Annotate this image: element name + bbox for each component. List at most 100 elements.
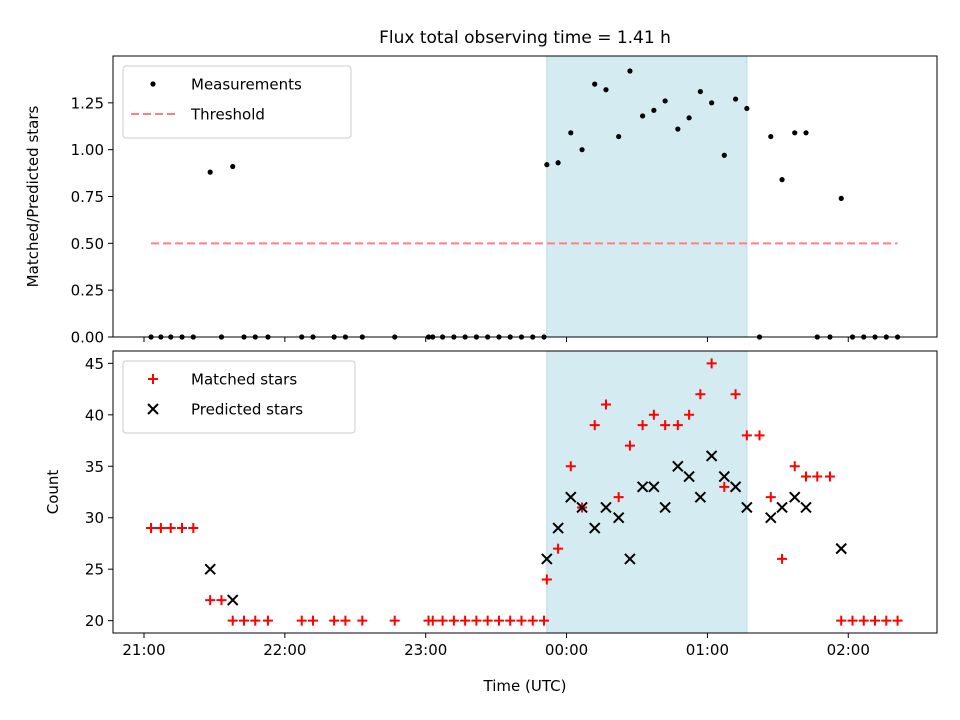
y-tick-label: 40 xyxy=(85,406,104,424)
top-y-ticks: 0.00 0.25 0.50 0.75 1.00 1.25 xyxy=(71,94,113,347)
data-point xyxy=(589,420,600,431)
data-point xyxy=(544,162,550,168)
bottom-y-axis-label: Count xyxy=(44,470,62,515)
data-point xyxy=(684,409,695,420)
data-point xyxy=(340,615,351,626)
data-point xyxy=(612,512,625,524)
bottom-axes-frame xyxy=(112,350,938,634)
y-tick-label: 30 xyxy=(85,509,104,527)
data-point xyxy=(838,195,844,201)
data-point xyxy=(789,491,801,503)
chart-title: Flux total observing time = 1.41 h xyxy=(379,28,671,48)
data-point xyxy=(516,615,527,626)
data-point xyxy=(177,523,188,534)
y-tick-label: 1.00 xyxy=(71,141,104,159)
data-point xyxy=(718,470,731,483)
data-point xyxy=(768,133,774,140)
data-point xyxy=(792,130,798,136)
data-point xyxy=(541,574,552,585)
data-point xyxy=(660,420,671,431)
data-point xyxy=(776,501,788,514)
data-point xyxy=(777,553,788,564)
data-point xyxy=(155,523,166,534)
data-point xyxy=(662,98,668,104)
data-point xyxy=(230,163,236,170)
data-point xyxy=(732,96,739,102)
legend-label: Matched stars xyxy=(191,371,297,389)
data-point xyxy=(779,177,785,183)
x-tick-label: 02:00 xyxy=(827,641,870,659)
data-point xyxy=(675,126,681,132)
data-point xyxy=(847,615,858,626)
data-point xyxy=(296,615,307,626)
data-point xyxy=(730,389,741,400)
data-point xyxy=(754,430,765,441)
data-point xyxy=(695,389,706,400)
y-tick-label: 1.25 xyxy=(71,94,104,112)
data-point xyxy=(624,553,636,565)
data-point xyxy=(589,522,601,534)
data-point xyxy=(672,420,683,431)
data-point xyxy=(389,615,400,626)
data-point xyxy=(719,481,730,492)
data-point xyxy=(238,615,249,626)
data-point xyxy=(552,522,564,534)
data-point xyxy=(565,461,576,472)
data-point xyxy=(471,615,482,626)
data-point xyxy=(765,512,777,524)
data-point xyxy=(505,615,516,626)
top-y-axis-label: Matched/Predicted stars xyxy=(24,106,42,288)
data-point xyxy=(357,615,368,626)
data-point xyxy=(493,615,504,626)
legend-label: Threshold xyxy=(190,106,265,124)
x-tick-label: 21:00 xyxy=(122,641,165,659)
data-point xyxy=(216,595,227,606)
x-tick-label: 23:00 xyxy=(404,641,447,659)
data-point xyxy=(659,501,671,514)
top-legend: Measurements Threshold xyxy=(122,65,352,139)
data-point xyxy=(694,491,707,503)
data-point xyxy=(705,450,718,462)
data-point xyxy=(789,461,800,472)
x-tick-label: 01:00 xyxy=(686,641,729,659)
data-point xyxy=(741,430,752,441)
data-point xyxy=(568,130,574,136)
data-point xyxy=(683,470,695,483)
data-point xyxy=(651,107,657,113)
data-point xyxy=(146,523,157,534)
data-point xyxy=(329,615,340,626)
data-point xyxy=(427,615,438,626)
data-point xyxy=(697,88,703,95)
data-point xyxy=(565,491,577,503)
data-point xyxy=(262,615,273,626)
data-point xyxy=(624,440,635,451)
data-point xyxy=(836,615,847,626)
data-point xyxy=(870,615,881,626)
data-point xyxy=(165,523,176,534)
data-point xyxy=(800,501,812,514)
data-point xyxy=(648,481,660,493)
data-point xyxy=(640,113,646,119)
y-tick-label: 0.00 xyxy=(71,329,104,347)
data-point xyxy=(803,130,809,136)
top-panel: 0.00 0.25 0.50 0.75 1.00 1.25 Matched/Predict… xyxy=(24,55,938,347)
data-point xyxy=(539,615,550,626)
data-point xyxy=(627,68,633,74)
bottom-y-ticks: 20 25 30 35 40 45 xyxy=(85,355,113,630)
data-point xyxy=(686,115,692,121)
legend-swatch xyxy=(147,403,159,415)
data-point xyxy=(576,501,588,514)
data-point xyxy=(600,501,612,514)
data-point xyxy=(527,615,538,626)
data-point xyxy=(881,615,892,626)
data-point xyxy=(616,133,622,140)
top-axes-frame xyxy=(112,55,938,338)
data-point xyxy=(600,399,611,410)
x-tick-label: 00:00 xyxy=(545,641,588,659)
data-point xyxy=(227,594,239,606)
y-tick-label: 0.50 xyxy=(71,235,104,253)
data-point xyxy=(555,160,561,166)
y-tick-label: 0.75 xyxy=(71,188,104,206)
data-point xyxy=(709,100,715,106)
